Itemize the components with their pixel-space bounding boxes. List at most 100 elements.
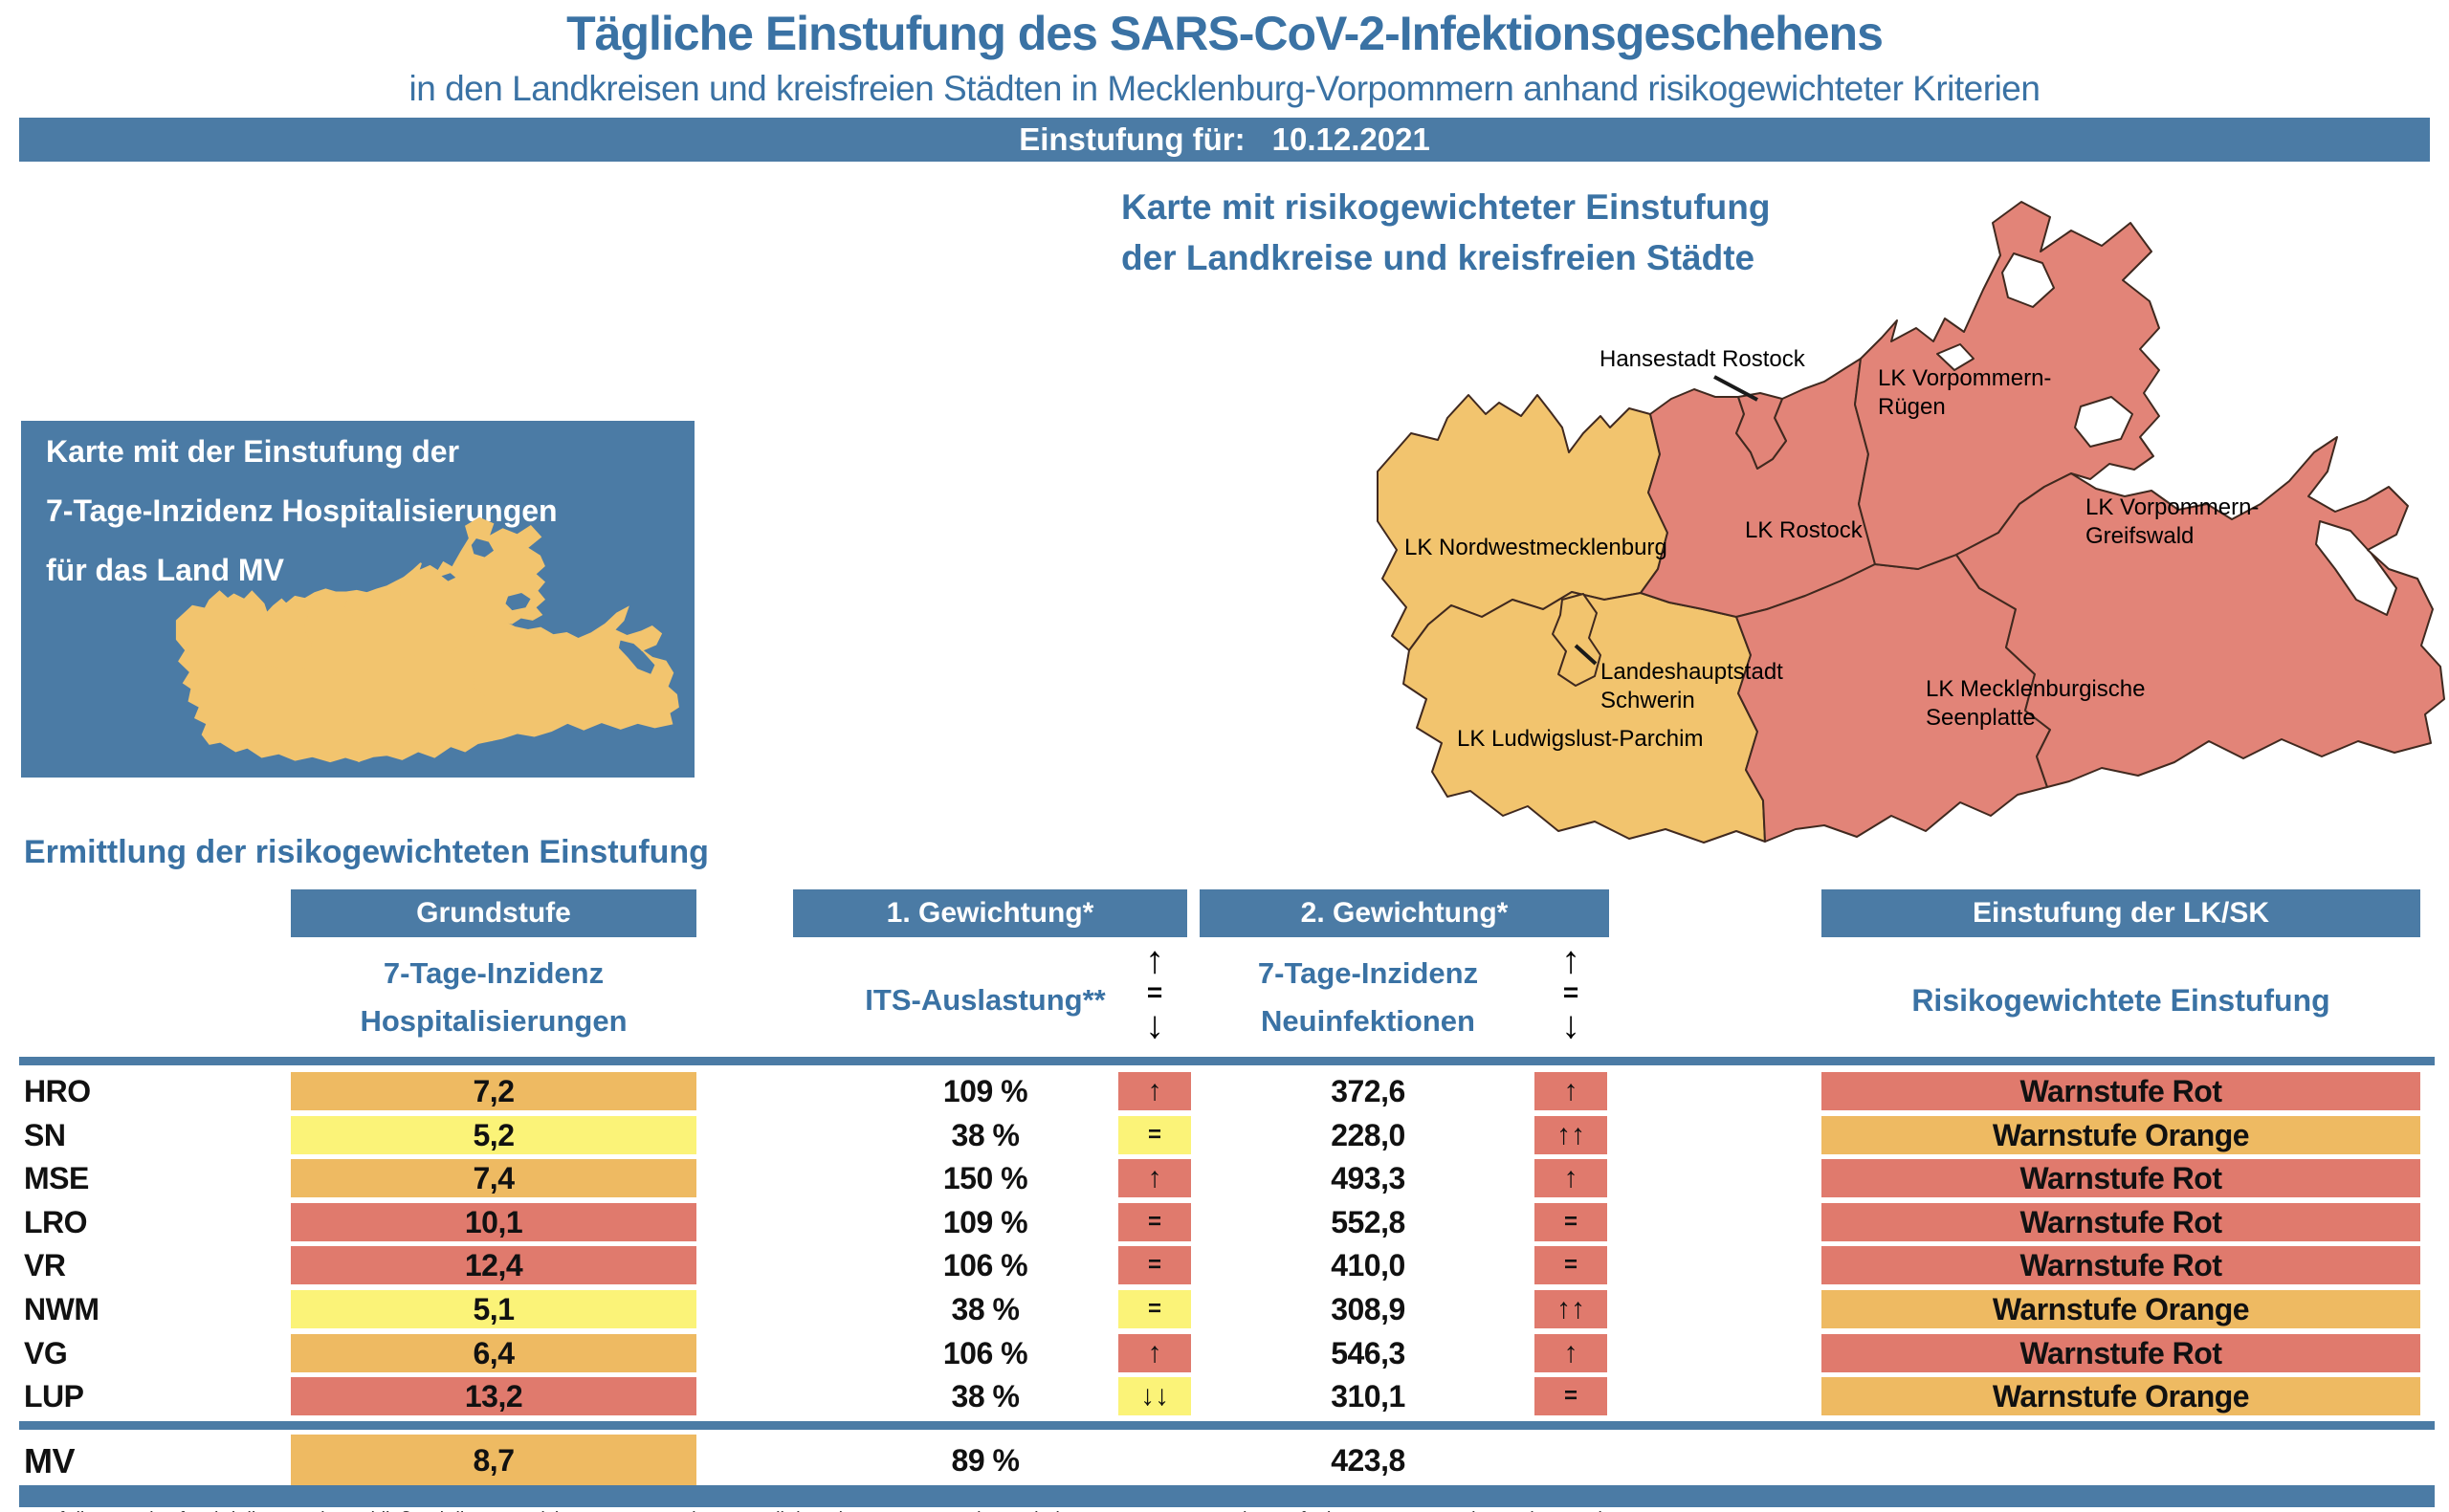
cell-hospitalisierung: 5,1 — [291, 1290, 696, 1328]
cell-hospitalisierung: 5,2 — [291, 1116, 696, 1154]
table-top-divider — [19, 1057, 2435, 1065]
cell-neuinfektionen: 423,8 — [1331, 1443, 1405, 1478]
cell-hospitalisierung: 12,4 — [291, 1246, 696, 1284]
subheader-neuinfektionen-line2: Neuinfektionen — [1261, 1004, 1475, 1038]
date-bar-label: Einstufung für: — [1019, 121, 1246, 157]
page-subtitle: in den Landkreisen und kreisfreien Städt… — [408, 69, 2041, 108]
cell-hospitalisierung: 6,4 — [291, 1334, 696, 1372]
cell-warnstufe: Warnstufe Orange — [1821, 1116, 2420, 1154]
page-title: Tägliche Einstufung des SARS-CoV-2-Infek… — [566, 7, 1884, 60]
trend2-indicator: ↑ — [1534, 1072, 1607, 1110]
trend-equal-icon: = — [1146, 977, 1163, 1007]
map-label-ludwigslust-parchim: LK Ludwigslust-Parchim — [1457, 726, 1704, 752]
hansestadt-rostock-leader-line — [1713, 375, 1758, 402]
cell-hospitalisierung: 8,7 — [291, 1435, 696, 1487]
bottom-bar — [19, 1485, 2435, 1507]
mv-silhouette-map — [175, 516, 679, 763]
subheader-hospitalisierung-line2: Hospitalisierungen — [360, 1004, 628, 1038]
cell-its-auslastung: 38 % — [951, 1292, 1020, 1326]
row-label-LUP: LUP — [24, 1379, 84, 1413]
classification-date: 10.12.2021 — [1271, 121, 1430, 157]
trend2-indicator: = — [1534, 1203, 1607, 1241]
cell-hospitalisierung: 10,1 — [291, 1203, 696, 1241]
cell-its-auslastung: 150 % — [942, 1161, 1028, 1195]
row-label-NWM: NWM — [24, 1292, 99, 1326]
trend-up-icon: ↑ — [1561, 939, 1580, 981]
subheader-its-auslastung: ITS-Auslastung** — [865, 983, 1106, 1017]
left-box-line3: für das Land MV — [46, 553, 284, 587]
trend1-indicator: = — [1118, 1290, 1191, 1328]
cell-hospitalisierung: 13,2 — [291, 1377, 696, 1415]
cell-its-auslastung: 106 % — [942, 1248, 1028, 1282]
row-label-MV: MV — [24, 1441, 76, 1480]
trend1-indicator: = — [1118, 1203, 1191, 1241]
subheader-hospitalisierung-line1: 7-Tage-Inzidenz — [383, 956, 605, 990]
cell-its-auslastung: 38 % — [951, 1118, 1020, 1152]
map-label-hansestadt-rostock: Hansestadt Rostock — [1600, 346, 1805, 372]
map-label-nordwestmecklenburg: LK Nordwestmecklenburg — [1404, 535, 1667, 560]
schwerin-leader-line — [1574, 644, 1598, 666]
cell-warnstufe: Warnstufe Orange — [1821, 1290, 2420, 1328]
cell-warnstufe: Warnstufe Rot — [1821, 1203, 2420, 1241]
trend-down-icon: ↓ — [1561, 1004, 1580, 1046]
cell-its-auslastung: 109 % — [942, 1074, 1028, 1108]
map-label-vorpommern-greifswald: LK Vorpommern- Greifswald — [2085, 494, 2260, 549]
risk-map-title: Karte mit risikogewichteter Einstufung d… — [1121, 182, 1770, 283]
trend2-indicator: = — [1534, 1377, 1607, 1415]
cell-neuinfektionen: 546,3 — [1331, 1336, 1405, 1370]
cell-neuinfektionen: 552,8 — [1331, 1205, 1405, 1239]
cell-neuinfektionen: 493,3 — [1331, 1161, 1405, 1195]
cell-its-auslastung: 89 % — [951, 1443, 1020, 1478]
cell-hospitalisierung: 7,4 — [291, 1159, 696, 1197]
map-label-vorpommern-ruegen: LK Vorpommern- Rügen — [1878, 365, 2052, 420]
risk-map-title-line2: der Landkreise und kreisfreien Städte — [1121, 238, 1755, 277]
cell-its-auslastung: 109 % — [942, 1205, 1028, 1239]
trend-up-icon: ↑ — [1145, 939, 1164, 981]
trend1-indicator: ↑ — [1118, 1334, 1191, 1372]
trend1-indicator: ↑ — [1118, 1159, 1191, 1197]
map-label-mecklenburgische-seenplatte: LK Mecklenburgische Seenplatte — [1926, 676, 2146, 731]
trend2-indicator: ↑ — [1534, 1159, 1607, 1197]
trend-legend-2: ↑ = ↓ — [1534, 941, 1607, 1044]
trend1-indicator: = — [1118, 1116, 1191, 1154]
cell-warnstufe: Warnstufe Rot — [1821, 1072, 2420, 1110]
cell-warnstufe: Warnstufe Rot — [1821, 1159, 2420, 1197]
district-risk-map — [1377, 201, 2445, 844]
summary-divider — [19, 1421, 2435, 1430]
row-label-VR: VR — [24, 1248, 66, 1282]
cell-its-auslastung: 38 % — [951, 1379, 1020, 1413]
trend2-indicator: ↑ — [1534, 1334, 1607, 1372]
table-section-title: Ermittlung der risikogewichteten Einstuf… — [24, 834, 709, 870]
map-label-schwerin: Landeshauptstadt Schwerin — [1600, 659, 1783, 713]
row-label-LRO: LRO — [24, 1205, 88, 1239]
risk-map-title-line1: Karte mit risikogewichteter Einstufung — [1121, 187, 1771, 227]
header-gewichtung1: 1. Gewichtung* — [793, 889, 1187, 937]
trend-equal-icon: = — [1562, 977, 1579, 1007]
header-grundstufe: Grundstufe — [291, 889, 696, 937]
trend1-indicator: ↓↓ — [1118, 1377, 1191, 1415]
trend2-indicator: = — [1534, 1246, 1607, 1284]
header-einstufung-lk-sk: Einstufung der LK/SK — [1821, 889, 2420, 937]
row-label-SN: SN — [24, 1118, 66, 1152]
map-label-lk-rostock: LK Rostock — [1745, 517, 1863, 543]
date-bar: Einstufung für: 10.12.2021 — [19, 118, 2430, 162]
cell-warnstufe: Warnstufe Rot — [1821, 1246, 2420, 1284]
row-label-VG: VG — [24, 1336, 68, 1370]
cell-warnstufe: Warnstufe Orange — [1821, 1377, 2420, 1415]
cell-neuinfektionen: 228,0 — [1331, 1118, 1405, 1152]
trend2-indicator: ↑↑ — [1534, 1116, 1607, 1154]
trend1-indicator: = — [1118, 1246, 1191, 1284]
trend1-indicator: ↑ — [1118, 1072, 1191, 1110]
trend2-indicator: ↑↑ — [1534, 1290, 1607, 1328]
cell-neuinfektionen: 308,9 — [1331, 1292, 1405, 1326]
cell-neuinfektionen: 310,1 — [1331, 1379, 1405, 1413]
cell-its-auslastung: 106 % — [942, 1336, 1028, 1370]
cell-warnstufe: Warnstufe Rot — [1821, 1334, 2420, 1372]
trend-legend-1: ↑ = ↓ — [1118, 941, 1191, 1044]
row-label-HRO: HRO — [24, 1074, 91, 1108]
row-label-MSE: MSE — [24, 1161, 89, 1195]
trend-down-icon: ↓ — [1145, 1004, 1164, 1046]
footnote-clipped: * Auf die Grundstufe wird die 1. und ans… — [24, 1509, 2425, 1512]
subheader-neuinfektionen-line1: 7-Tage-Inzidenz — [1257, 956, 1479, 990]
